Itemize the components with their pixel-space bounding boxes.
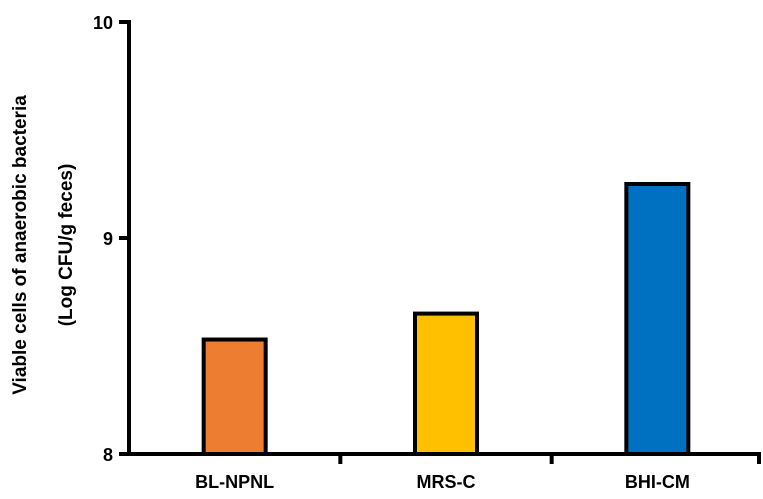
- y-axis-title-line2: (Log CFU/g feces): [56, 164, 77, 327]
- bar-mrs-c: [413, 311, 479, 456]
- y-axis-ticks: 8 9 10: [93, 13, 129, 465]
- x-tick-label: BL-NPNL: [195, 472, 274, 492]
- y-axis-title: Viable cells of anaerobic bacteria (Log …: [10, 95, 77, 395]
- y-axis-title-line1: Viable cells of anaerobic bacteria: [10, 95, 31, 395]
- y-tick-label: 10: [93, 13, 113, 33]
- bar-bl-npnl: [201, 337, 268, 456]
- bar-bhi-cm: [624, 182, 691, 456]
- bars: [201, 182, 691, 456]
- x-axis-labels: BL-NPNL MRS-C BHI-CM: [195, 454, 761, 492]
- axes: [127, 20, 761, 456]
- y-tick-label: 9: [103, 229, 113, 249]
- x-tick-label: BHI-CM: [625, 472, 690, 492]
- y-tick-label: 8: [103, 445, 113, 465]
- x-tick-label: MRS-C: [417, 472, 476, 492]
